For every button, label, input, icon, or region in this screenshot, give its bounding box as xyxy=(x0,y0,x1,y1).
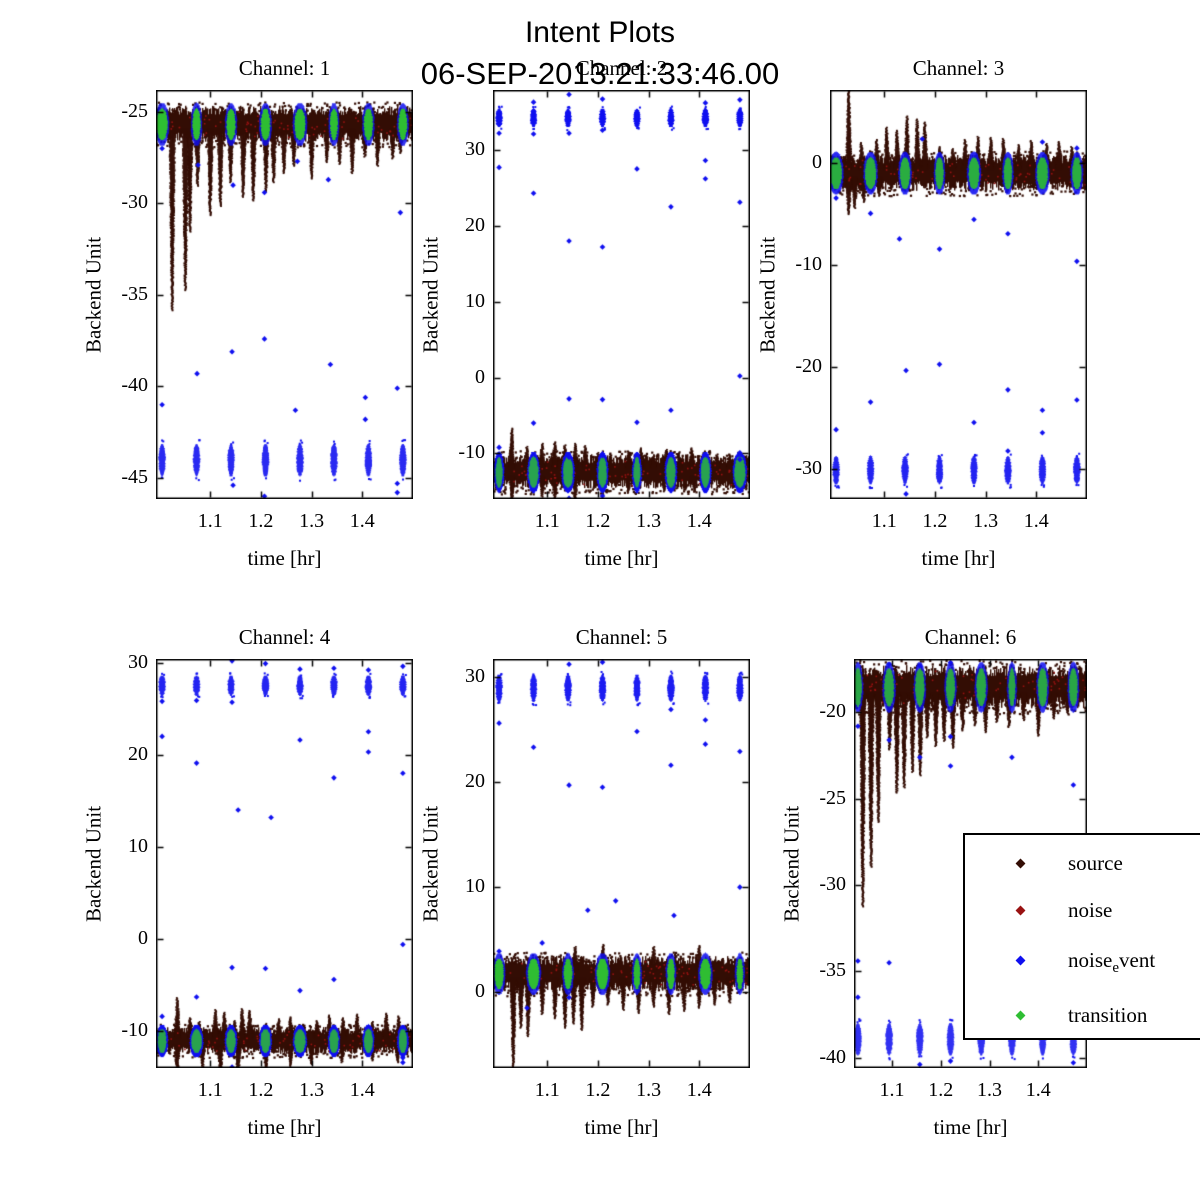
y-axis-label: Backend Unit xyxy=(81,805,106,922)
channel-title: Channel: 4 xyxy=(238,625,331,649)
channel-4-plot-canvas xyxy=(156,659,413,1068)
noise-event-marker-icon xyxy=(1015,955,1026,966)
x-tick-label: 1.2 xyxy=(248,510,274,532)
y-tick-label: 10 xyxy=(465,875,485,898)
y-tick-label: 0 xyxy=(475,980,485,1003)
x-tick-label: 1.2 xyxy=(585,510,611,532)
y-tick-label: 30 xyxy=(465,137,485,160)
x-tick-label: 1.3 xyxy=(636,1079,662,1101)
x-tick-label: 1.4 xyxy=(1023,510,1049,532)
x-tick-label: 1.3 xyxy=(973,510,999,532)
noise-marker-icon xyxy=(1015,905,1026,916)
channel-3-plot-canvas xyxy=(830,90,1087,499)
x-tick-label: 1.1 xyxy=(879,1079,905,1101)
y-tick-label: 20 xyxy=(128,742,148,765)
legend-label-transition: transition xyxy=(1068,1003,1148,1027)
y-tick-label: -30 xyxy=(121,191,148,214)
y-tick-label: -20 xyxy=(819,700,846,723)
y-axis-label: Backend Unit xyxy=(755,236,780,353)
y-tick-label: -45 xyxy=(121,465,148,488)
channel-title: Channel: 2 xyxy=(575,56,668,80)
legend-item-source: source xyxy=(965,851,1200,877)
channel-2-plot-canvas xyxy=(493,90,750,499)
x-tick-label: 1.4 xyxy=(349,510,375,532)
x-tick-label: 1.3 xyxy=(299,510,325,532)
y-tick-label: -30 xyxy=(795,457,822,480)
y-axis-label: Backend Unit xyxy=(418,236,443,353)
channel-5-plot-canvas xyxy=(493,659,750,1068)
channel-title: Channel: 3 xyxy=(912,56,1005,80)
y-tick-label: -30 xyxy=(819,873,846,896)
x-tick-label: 1.2 xyxy=(922,510,948,532)
channel-1-plot-canvas xyxy=(156,90,413,499)
channel-title: Channel: 5 xyxy=(575,625,668,649)
x-tick-label: 1.4 xyxy=(686,1079,712,1101)
figure-subtitle: 06-SEP-2013.21:33:46.00 xyxy=(420,56,780,91)
y-tick-label: -25 xyxy=(819,786,846,809)
x-tick-label: 1.2 xyxy=(928,1079,954,1101)
legend-label-source: source xyxy=(1068,851,1123,875)
x-tick-label: 1.3 xyxy=(299,1079,325,1101)
x-tick-label: 1.4 xyxy=(686,510,712,532)
y-tick-label: -10 xyxy=(795,253,822,276)
x-axis-label: time [hr] xyxy=(584,546,659,570)
source-marker-icon xyxy=(1015,858,1026,869)
x-tick-label: 1.2 xyxy=(248,1079,274,1101)
y-tick-label: -10 xyxy=(458,441,485,464)
y-tick-label: -35 xyxy=(121,282,148,305)
x-axis-label: time [hr] xyxy=(933,1115,1008,1139)
x-axis-label: time [hr] xyxy=(921,546,996,570)
x-tick-label: 1.3 xyxy=(977,1079,1002,1101)
x-tick-label: 1.1 xyxy=(534,510,560,532)
legend-item-noise-event: noiseevent xyxy=(965,948,1200,977)
y-tick-label: -20 xyxy=(795,355,822,378)
x-tick-label: 1.1 xyxy=(197,1079,223,1101)
channel-title: Channel: 6 xyxy=(924,625,1017,649)
y-tick-label: 10 xyxy=(465,289,485,312)
y-tick-label: 30 xyxy=(128,650,148,673)
x-tick-label: 1.1 xyxy=(871,510,897,532)
x-tick-label: 1.3 xyxy=(636,510,662,532)
x-axis-label: time [hr] xyxy=(247,546,322,570)
y-tick-label: 0 xyxy=(812,151,822,174)
legend-item-transition: transition xyxy=(965,1003,1200,1029)
x-tick-label: 1.1 xyxy=(197,510,223,532)
legend: source noise noiseevent transition xyxy=(963,833,1200,1040)
y-axis-label: Backend Unit xyxy=(779,805,804,922)
y-tick-label: 10 xyxy=(128,834,148,857)
channel-title: Channel: 1 xyxy=(238,56,331,80)
y-axis-label: Backend Unit xyxy=(418,805,443,922)
y-axis-label: Backend Unit xyxy=(81,236,106,353)
legend-item-noise: noise xyxy=(965,898,1200,924)
y-tick-label: 20 xyxy=(465,213,485,236)
legend-label-noise: noise xyxy=(1068,898,1113,922)
x-axis-label: time [hr] xyxy=(247,1115,322,1139)
x-tick-label: 1.4 xyxy=(1025,1079,1051,1101)
y-tick-label: 20 xyxy=(465,770,485,792)
y-tick-label: -10 xyxy=(121,1019,148,1042)
figure-title: Intent Plots xyxy=(524,16,676,49)
x-tick-label: 1.4 xyxy=(349,1079,375,1101)
x-tick-label: 1.2 xyxy=(585,1079,611,1101)
transition-marker-icon xyxy=(1015,1010,1026,1021)
y-tick-label: 0 xyxy=(138,927,148,950)
y-tick-label: -35 xyxy=(819,959,846,982)
y-tick-label: -40 xyxy=(121,374,148,397)
legend-label-noise-event: noiseevent xyxy=(1068,948,1156,977)
x-axis-label: time [hr] xyxy=(584,1115,659,1139)
x-tick-label: 1.1 xyxy=(534,1079,560,1101)
y-tick-label: -25 xyxy=(121,99,148,122)
y-tick-label: 0 xyxy=(475,365,485,388)
y-tick-label: -40 xyxy=(819,1045,846,1068)
y-tick-label: 30 xyxy=(465,664,485,687)
